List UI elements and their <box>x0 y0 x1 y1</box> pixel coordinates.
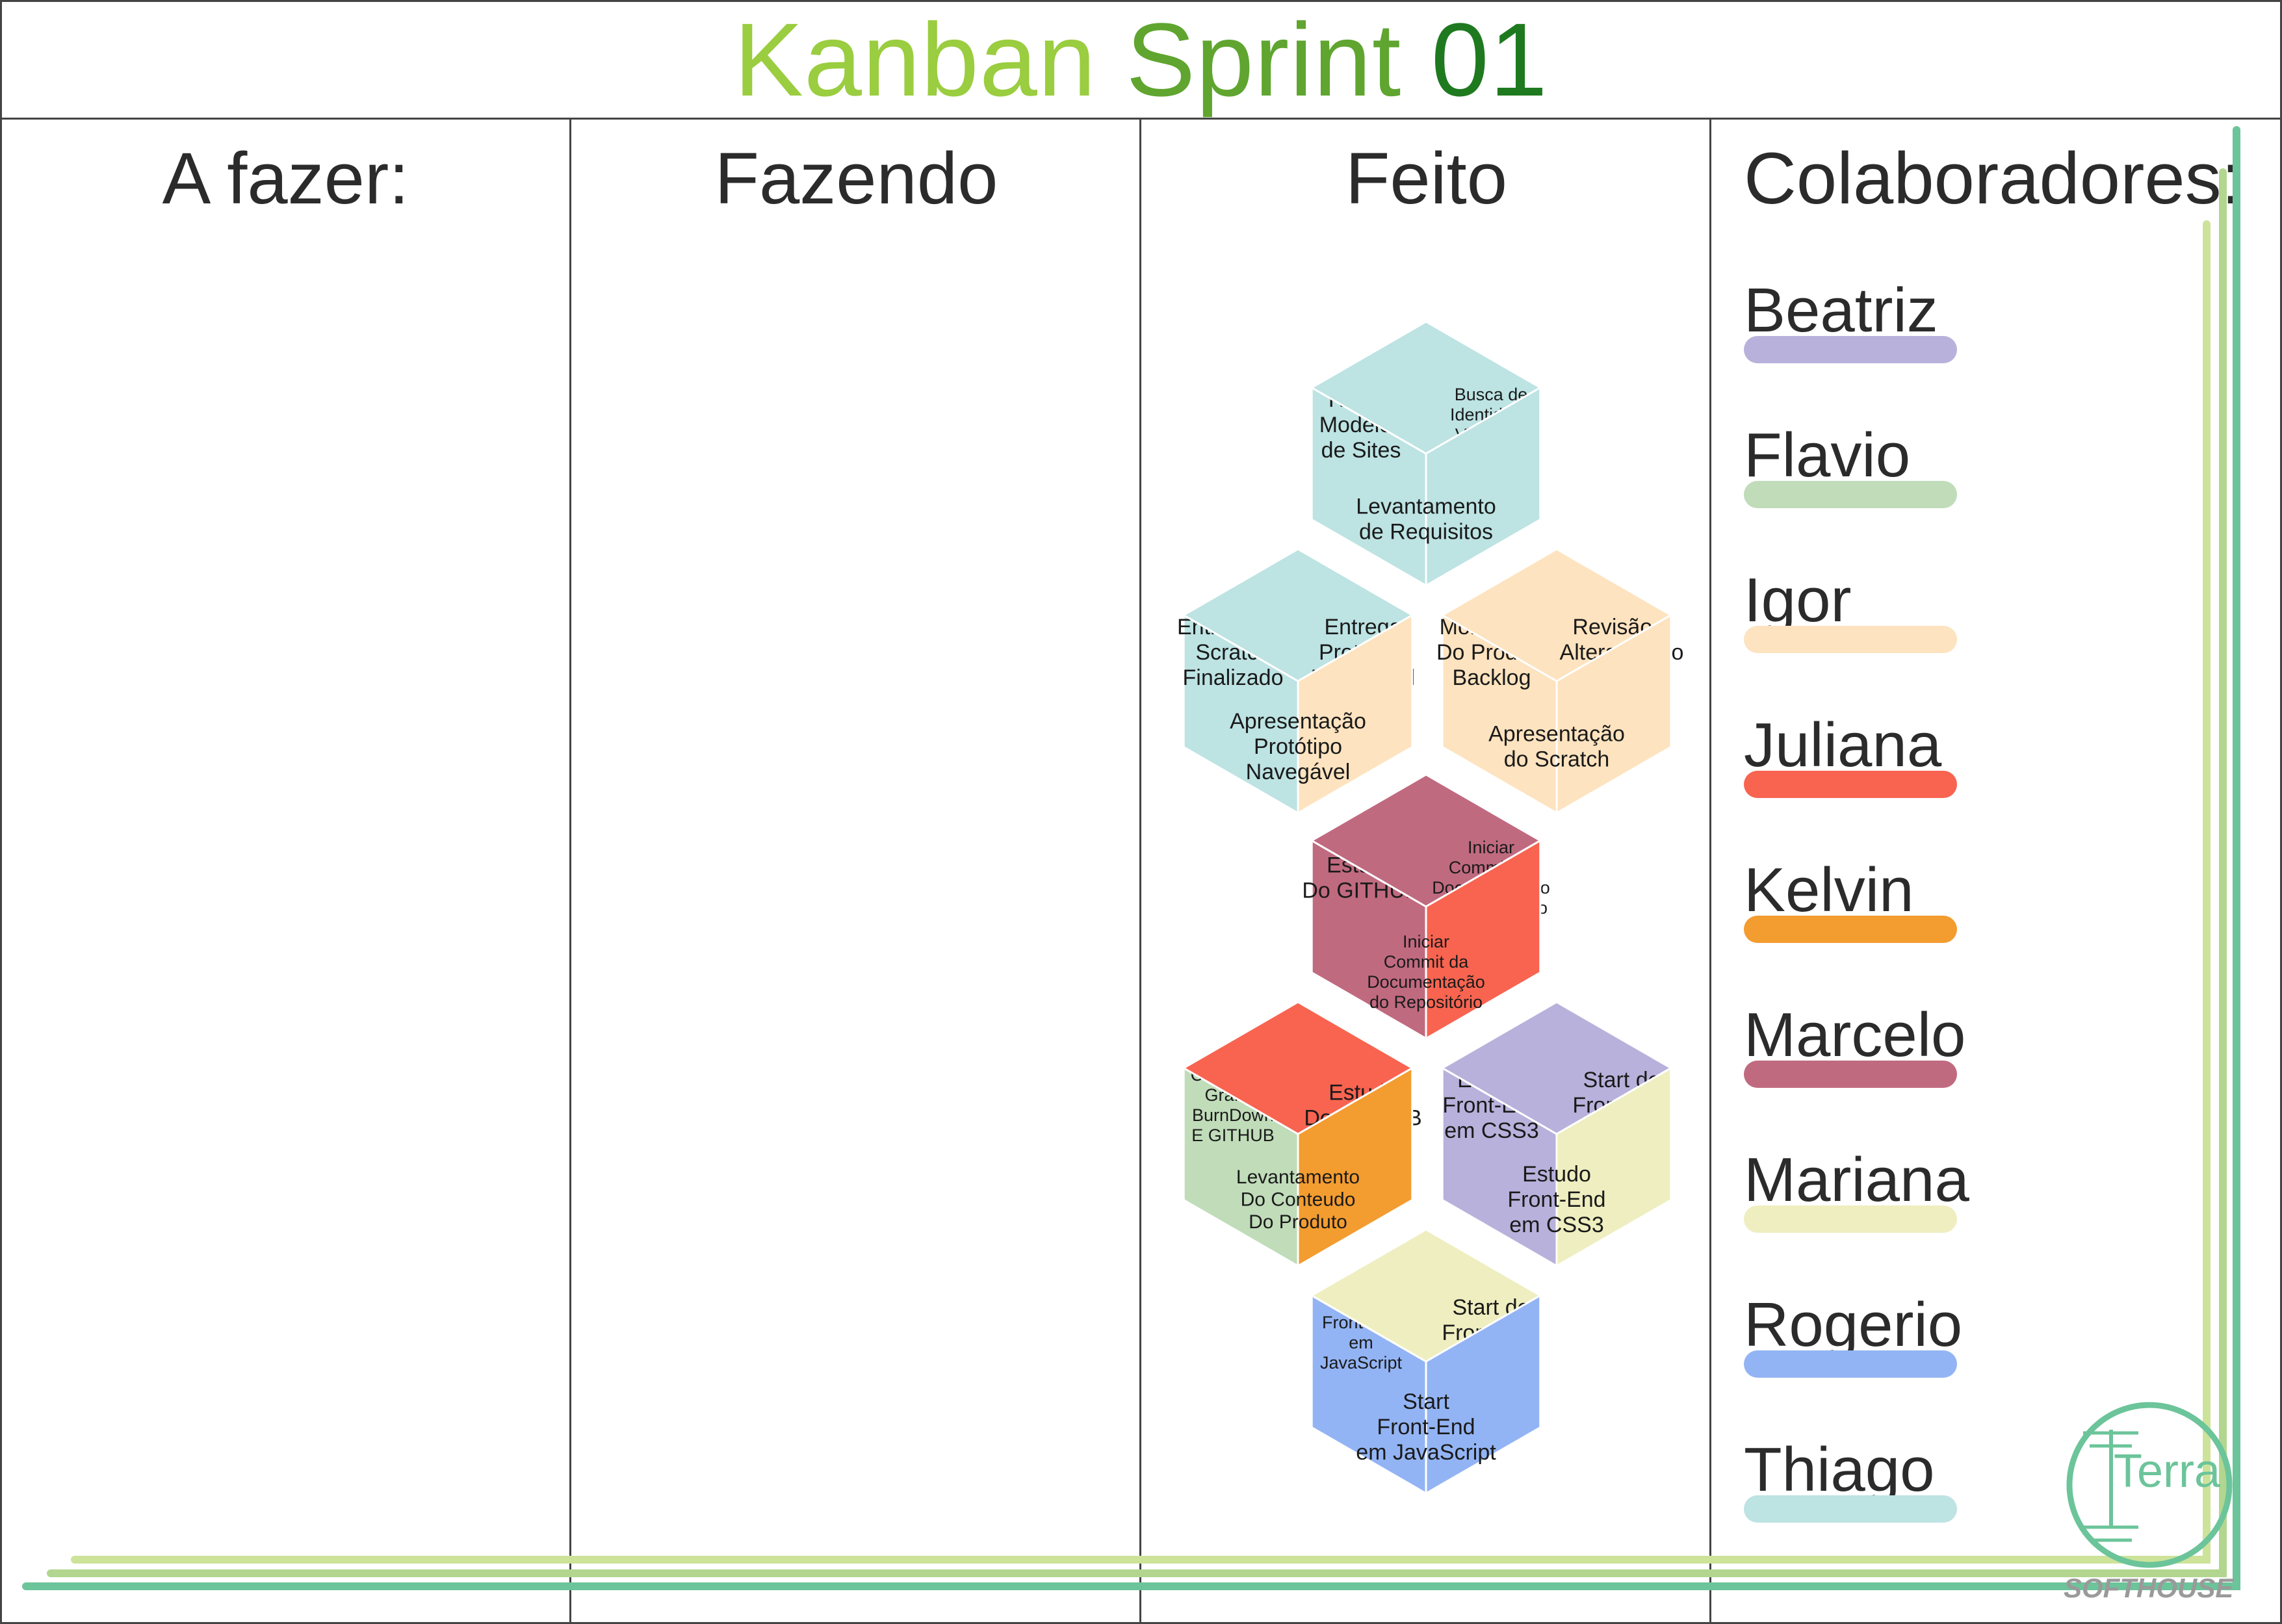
column-doing <box>571 120 1141 1624</box>
terra-logo: Terra <box>2066 1402 2233 1568</box>
task-card[interactable] <box>1555 613 1672 815</box>
collaborator-color-bar <box>1744 916 1957 943</box>
task-card[interactable] <box>1425 1293 1542 1495</box>
decorative-line <box>22 126 2240 1590</box>
task-card[interactable] <box>1297 1066 1414 1268</box>
column-header-doing: Fazendo <box>714 138 998 219</box>
collaborator-color-bar <box>1744 481 1957 508</box>
collaborator-color-bar <box>1744 1061 1957 1088</box>
title-part-number: 01 <box>1431 1 1548 118</box>
collaborator-color-bar <box>1744 1205 1957 1233</box>
collaborator-color-bar <box>1744 771 1957 798</box>
task-label: Apresentação do Scratch <box>1488 721 1625 771</box>
task-label: Levantamento de Requisitos <box>1356 494 1496 544</box>
column-header-done: Feito <box>1345 138 1507 219</box>
task-label: Levantamento Do Conteudo Do Produto <box>1236 1166 1360 1233</box>
column-header-collaborators: Colaboradores: <box>1744 138 2242 219</box>
collaborator-color-bar <box>1744 1350 1957 1378</box>
logo-caption: SOFTHOUSE <box>2064 1573 2234 1603</box>
task-card[interactable] <box>1425 838 1542 1040</box>
logo-text: Terra <box>2114 1445 2221 1497</box>
decorative-line <box>47 168 2227 1577</box>
collaborator-color-bar <box>1744 1495 1957 1523</box>
collaborator-name: Thiago <box>1744 1435 1935 1504</box>
task-card[interactable] <box>1555 1066 1672 1268</box>
collaborator-name: Marcelo <box>1744 1000 1966 1070</box>
task-card[interactable] <box>1425 385 1542 587</box>
collaborator-name: Rogerio <box>1744 1290 1963 1360</box>
decorative-line <box>71 220 2211 1564</box>
task-label: Start Front-End em JavaScript <box>1356 1389 1496 1465</box>
column-todo <box>0 120 571 1624</box>
collaborator-name: Kelvin <box>1744 855 1914 925</box>
title-part-kanban: Kanban <box>734 1 1096 118</box>
title-part-sprint: Sprint <box>1126 1 1402 118</box>
collaborator-color-bar <box>1744 626 1957 653</box>
collaborator-name: Mariana <box>1744 1145 1969 1215</box>
task-card[interactable] <box>1297 613 1414 815</box>
collaborator-name: Juliana <box>1744 710 1942 780</box>
title-bar: Kanban Sprint 01 <box>0 0 2282 120</box>
column-header-todo: A fazer: <box>162 138 409 219</box>
task-label: Apresentação Protótipo Navegável <box>1230 709 1366 784</box>
collaborator-name: Igor <box>1744 565 1852 635</box>
logo-circle <box>2066 1402 2233 1568</box>
column-done <box>1141 120 1711 1624</box>
collaborator-name: Beatriz <box>1744 276 1938 345</box>
collaborator-color-bar <box>1744 336 1957 363</box>
page-title: Kanban Sprint 01 <box>0 0 2282 120</box>
collaborator-name: Flavio <box>1744 420 1911 490</box>
